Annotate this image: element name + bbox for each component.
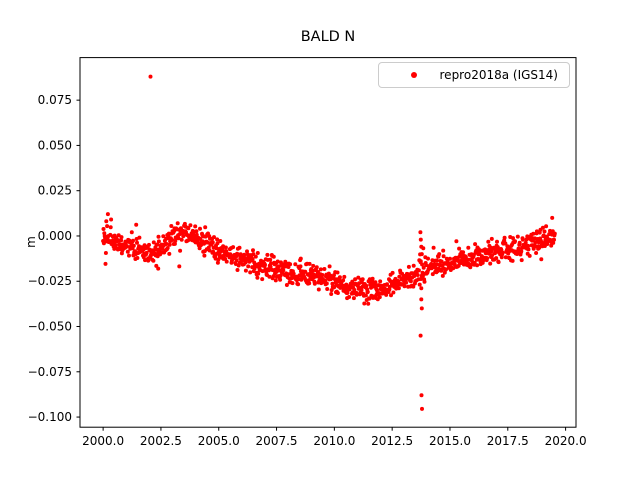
y-tick-label: 0.075 [38,93,72,107]
x-axis: 2000.0 2002.5 2005.0 2007.5 2010.0 2012.5 2015… [82,427,587,448]
y-axis: 0.075 0.050 0.025 0.000 −0.025 −0.050 −0.075 −0… [28,93,80,424]
y-tick-label: −0.075 [28,365,72,379]
x-tick-label: 2010.0 [313,434,355,448]
chart-title: BALD N [300,29,356,45]
x-tick-label: 2017.5 [487,434,529,448]
y-tick-label: 0.000 [38,229,72,243]
y-axis-label: m [24,236,38,248]
x-tick-label: 2012.5 [371,434,413,448]
legend: repro2018a (IGS14) [377,62,570,88]
y-tick-label: −0.100 [28,410,72,424]
y-tick-label: 0.025 [38,184,72,198]
legend-label: repro2018a (IGS14) [439,68,558,82]
legend-marker-icon [410,72,417,78]
scatter-points [101,74,557,411]
x-tick-label: 2002.5 [140,434,182,448]
x-tick-label: 2005.0 [198,434,240,448]
plot-frame [79,57,577,428]
x-tick-label: 2000.0 [82,434,124,448]
x-tick-label: 2015.0 [429,434,471,448]
x-tick-label: 2007.5 [256,434,298,448]
y-tick-label: −0.050 [28,320,72,334]
x-tick-label: 2020.0 [545,434,587,448]
y-tick-label: 0.050 [38,138,72,152]
y-tick-label: −0.025 [28,274,72,288]
